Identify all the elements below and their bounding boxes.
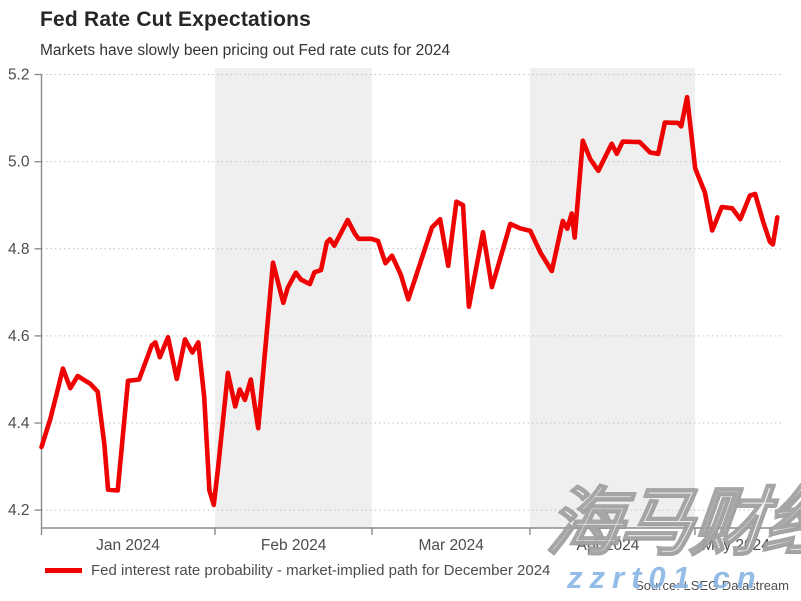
chart-subtitle: Markets have slowly been pricing out Fed… xyxy=(40,42,451,59)
page-title: Fed Rate Cut Expectations xyxy=(40,8,312,31)
y-axis-label: 4.8 xyxy=(8,241,30,258)
x-axis-label: Feb 2024 xyxy=(261,537,327,554)
legend-series-label: Fed interest rate probability - market-i… xyxy=(91,562,551,579)
chart-legend: Fed interest rate probability - market-i… xyxy=(45,562,550,579)
x-axis-label: May 2024 xyxy=(702,537,770,554)
y-axis-label: 4.4 xyxy=(8,415,30,432)
legend-line-swatch xyxy=(45,568,82,573)
x-axis-label: Apr 2024 xyxy=(576,537,639,554)
x-axis-label: Jan 2024 xyxy=(96,537,160,554)
y-axis-label: 4.2 xyxy=(8,502,30,519)
y-axis-label: 5.0 xyxy=(8,154,30,171)
month-band xyxy=(529,68,695,528)
x-axis-label: Mar 2024 xyxy=(418,537,484,554)
source-attribution: Source: LSEG Datastream xyxy=(635,578,789,593)
y-axis-label: 5.2 xyxy=(8,67,30,84)
month-band xyxy=(214,68,372,528)
series-line xyxy=(39,94,780,508)
y-axis-label: 4.6 xyxy=(8,328,30,345)
